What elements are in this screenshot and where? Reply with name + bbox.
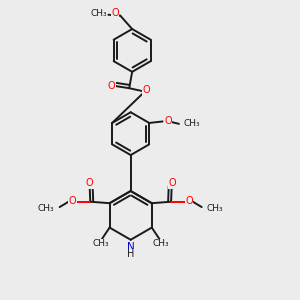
Text: O: O <box>185 196 193 206</box>
Text: O: O <box>85 178 93 188</box>
Text: O: O <box>69 196 76 206</box>
Text: CH₃: CH₃ <box>90 9 107 18</box>
Text: CH₃: CH₃ <box>92 239 109 248</box>
Text: H: H <box>127 249 134 259</box>
Text: CH₃: CH₃ <box>183 119 200 128</box>
Text: O: O <box>142 85 150 95</box>
Text: O: O <box>168 178 176 188</box>
Text: O: O <box>111 8 119 18</box>
Text: CH₃: CH₃ <box>38 204 55 213</box>
Text: O: O <box>107 81 115 91</box>
Text: O: O <box>164 116 172 126</box>
Text: CH₃: CH₃ <box>207 204 224 213</box>
Text: N: N <box>127 242 135 252</box>
Text: CH₃: CH₃ <box>153 239 169 248</box>
